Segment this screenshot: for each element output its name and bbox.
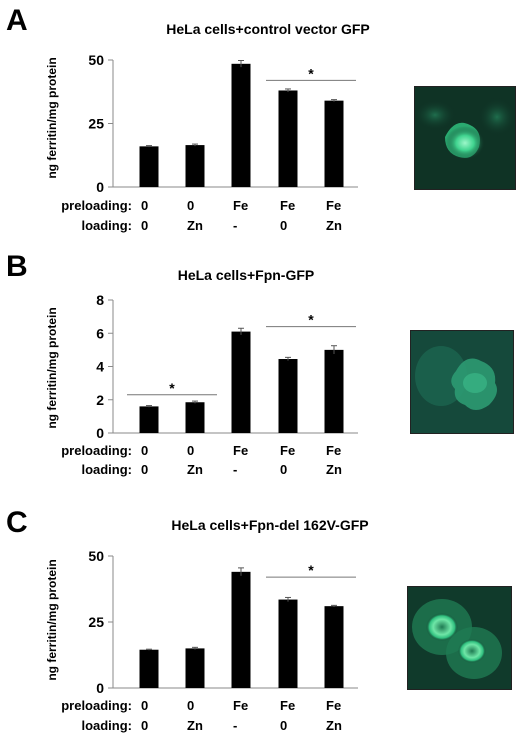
preloading-value-a-3: Fe [233, 198, 248, 213]
bar-b-3 [231, 331, 251, 433]
preloading-value-c-5: Fe [326, 698, 341, 713]
panel-title-c: HeLa cells+Fpn-del 162V-GFP [171, 517, 368, 533]
preloading-label-a: preloading: [61, 198, 132, 213]
preloading-label-c: preloading: [61, 698, 132, 713]
bar-b-1 [139, 406, 159, 433]
y-tick-label-a: 0 [96, 179, 104, 195]
y-tick-label-a: 50 [88, 52, 104, 68]
preloading-value-a-4: Fe [280, 198, 295, 213]
loading-value-a-2: Zn [187, 218, 203, 233]
y-tick-label-c: 50 [88, 548, 104, 564]
bar-b-2 [185, 402, 205, 433]
loading-value-c-3: - [233, 718, 237, 733]
preloading-value-c-3: Fe [233, 698, 248, 713]
preloading-value-a-1: 0 [141, 198, 148, 213]
loading-value-a-3: - [233, 218, 237, 233]
loading-value-a-1: 0 [141, 218, 148, 233]
micrograph-b [410, 330, 514, 434]
y-axis-label-a: ng ferritin/mg protein [45, 57, 59, 178]
loading-value-c-2: Zn [187, 718, 203, 733]
cell-image-c-drawing [408, 587, 511, 689]
bar-c-1 [139, 649, 159, 688]
cell-image-a-drawing [415, 87, 515, 189]
loading-label-a: loading: [81, 218, 132, 233]
panel-letter-c: C [6, 506, 28, 539]
panel-title-b: HeLa cells+Fpn-GFP [178, 267, 315, 283]
bar-b-5 [324, 349, 344, 433]
cell-image-b-drawing [411, 331, 513, 433]
preloading-value-a-2: 0 [187, 198, 194, 213]
y-tick-label-b: 4 [96, 359, 104, 375]
bar-c-2 [185, 648, 205, 688]
preloading-value-c-1: 0 [141, 698, 148, 713]
loading-value-c-5: Zn [326, 718, 342, 733]
loading-value-b-3: - [233, 462, 237, 477]
loading-value-c-4: 0 [280, 718, 287, 733]
y-tick-label-a: 25 [88, 116, 104, 132]
loading-label-b: loading: [81, 462, 132, 477]
y-tick-label-b: 8 [96, 292, 104, 308]
loading-value-c-1: 0 [141, 718, 148, 733]
bar-c-5 [324, 606, 344, 688]
y-tick-label-c: 0 [96, 680, 104, 696]
y-axis-label-b: ng ferritin/mg protein [45, 307, 59, 428]
bar-c-3 [231, 571, 251, 688]
loading-value-b-2: Zn [187, 462, 203, 477]
preloading-value-a-5: Fe [326, 198, 341, 213]
significance-star-c-1: * [308, 562, 314, 578]
preloading-value-b-3: Fe [233, 443, 248, 458]
loading-value-a-4: 0 [280, 218, 287, 233]
significance-star-a-1: * [308, 65, 314, 81]
bar-b-4 [278, 359, 298, 433]
loading-value-a-5: Zn [326, 218, 342, 233]
y-axis-label-c: ng ferritin/mg protein [45, 559, 59, 680]
loading-value-b-5: Zn [326, 462, 342, 477]
y-tick-label-b: 6 [96, 325, 104, 341]
micrograph-a [414, 86, 516, 190]
bar-a-4 [278, 90, 298, 187]
loading-value-b-4: 0 [280, 462, 287, 477]
bar-a-1 [139, 146, 159, 187]
loading-value-b-1: 0 [141, 462, 148, 477]
y-tick-label-b: 0 [96, 425, 104, 441]
panel-letter-b: B [6, 250, 28, 283]
bar-a-2 [185, 145, 205, 187]
preloading-value-c-4: Fe [280, 698, 295, 713]
preloading-value-b-2: 0 [187, 443, 194, 458]
preloading-label-b: preloading: [61, 443, 132, 458]
bar-a-5 [324, 100, 344, 187]
preloading-value-c-2: 0 [187, 698, 194, 713]
loading-label-c: loading: [81, 718, 132, 733]
preloading-value-b-5: Fe [326, 443, 341, 458]
micrograph-c [407, 586, 512, 690]
y-tick-label-b: 2 [96, 392, 104, 408]
y-tick-label-c: 25 [88, 614, 104, 630]
panel-title-a: HeLa cells+control vector GFP [166, 21, 369, 37]
panel-letter-a: A [6, 4, 28, 37]
significance-star-b-1: * [169, 380, 175, 396]
preloading-value-b-1: 0 [141, 443, 148, 458]
bar-a-3 [231, 63, 251, 188]
bar-c-4 [278, 599, 298, 688]
preloading-value-b-4: Fe [280, 443, 295, 458]
significance-star-b-2: * [308, 312, 314, 328]
